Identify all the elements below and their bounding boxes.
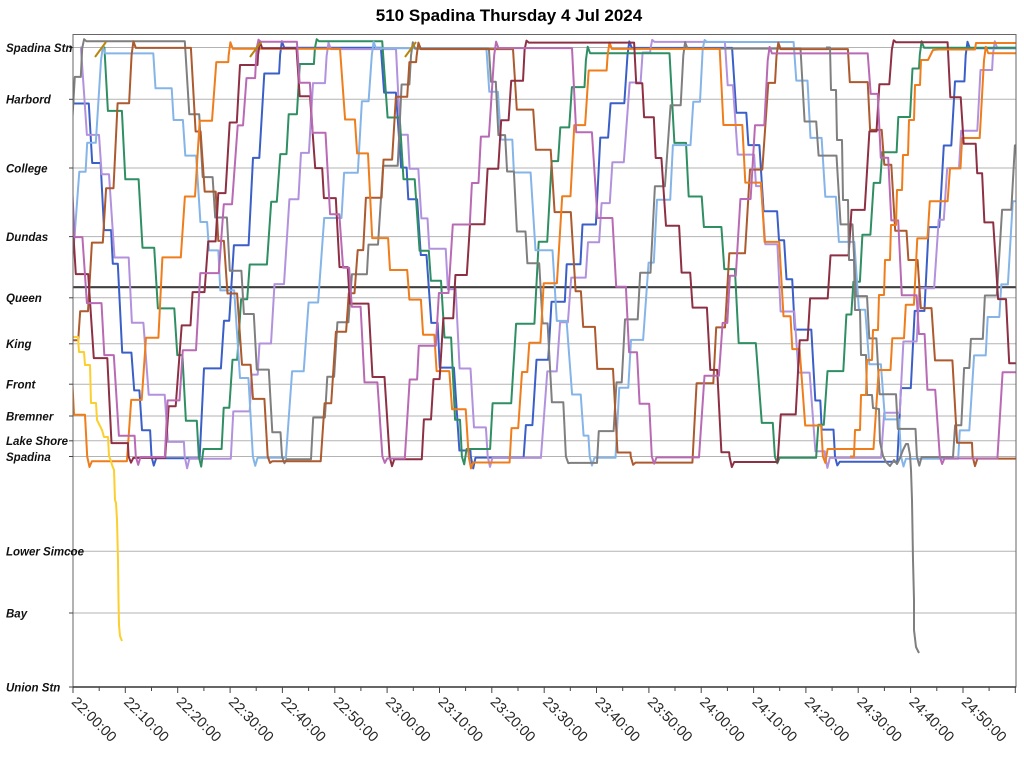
svg-text:Lower Simcoe: Lower Simcoe <box>6 547 85 559</box>
svg-text:Lake Shore: Lake Shore <box>6 436 69 448</box>
svg-text:College: College <box>6 163 48 175</box>
svg-text:Bay: Bay <box>6 608 28 620</box>
svg-text:Queen: Queen <box>6 293 42 305</box>
svg-text:Union Stn: Union Stn <box>6 682 60 694</box>
svg-text:510 Spadina Thursday 4 Jul 202: 510 Spadina Thursday 4 Jul 2024 <box>376 6 643 25</box>
svg-text:Front: Front <box>6 380 37 392</box>
svg-text:Spadina Stn: Spadina Stn <box>6 43 72 55</box>
svg-text:King: King <box>6 339 32 351</box>
svg-text:Harbord: Harbord <box>6 95 52 107</box>
svg-text:Dundas: Dundas <box>6 232 48 244</box>
svg-text:Bremner: Bremner <box>6 411 54 423</box>
svg-text:Spadina: Spadina <box>6 452 51 464</box>
